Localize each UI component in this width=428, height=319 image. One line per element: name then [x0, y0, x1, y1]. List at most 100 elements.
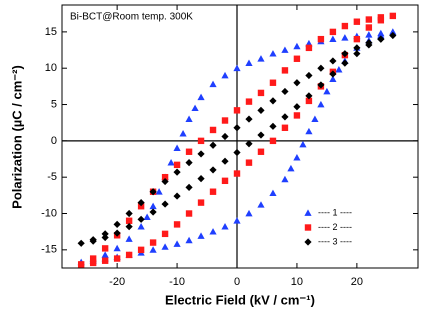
data-point: [305, 44, 313, 52]
data-point: [329, 28, 337, 36]
data-point: [89, 259, 97, 267]
data-point: [341, 59, 349, 67]
data-point: [125, 217, 133, 224]
data-point: [161, 173, 169, 181]
data-point: [389, 12, 397, 20]
data-point: [257, 201, 265, 208]
data-point: [365, 24, 373, 31]
data-point: [167, 159, 175, 166]
data-point: [221, 71, 229, 79]
data-point: [149, 239, 157, 246]
data-point: [341, 50, 349, 58]
legend-marker: [304, 224, 312, 231]
data-point: [353, 50, 361, 58]
data-point: [305, 97, 313, 105]
data-point: [173, 161, 181, 169]
data-point: [299, 140, 307, 148]
y-tick-label: -10: [41, 207, 57, 219]
data-point: [185, 183, 193, 191]
data-point: [143, 213, 151, 221]
data-point: [317, 100, 325, 108]
data-point: [197, 199, 205, 206]
data-point: [389, 28, 397, 35]
data-point: [269, 97, 277, 105]
data-point: [113, 229, 121, 237]
data-point: [221, 177, 229, 185]
data-point: [365, 16, 373, 23]
data-point: [101, 233, 109, 242]
y-tick-label: 0: [51, 135, 57, 147]
data-point: [233, 217, 241, 224]
data-point: [137, 246, 145, 254]
data-point: [209, 188, 217, 195]
data-point: [209, 228, 217, 235]
data-point: [137, 222, 145, 230]
data-point: [185, 159, 193, 167]
data-point: [329, 57, 337, 65]
data-point: [233, 148, 241, 157]
data-point: [113, 255, 121, 262]
data-point: [173, 192, 181, 200]
legend-label: ---- 1 ----: [318, 207, 352, 217]
data-point: [269, 137, 277, 145]
data-point: [269, 122, 277, 130]
data-point: [101, 251, 109, 258]
data-point: [173, 144, 181, 152]
data-point: [317, 64, 325, 72]
data-point: [137, 199, 145, 207]
data-point: [197, 93, 205, 101]
data-point: [329, 75, 337, 82]
data-point: [155, 188, 163, 195]
y-tick-label: -15: [41, 244, 57, 256]
data-point: [149, 202, 157, 210]
data-point: [179, 129, 187, 137]
data-point: [305, 92, 313, 100]
data-point: [377, 31, 385, 39]
y-tick-label: -5: [47, 171, 57, 183]
data-point: [245, 209, 253, 217]
data-point: [341, 34, 349, 41]
data-point: [365, 31, 373, 38]
data-point: [149, 246, 157, 253]
x-tick-label: -20: [109, 276, 125, 288]
data-point: [185, 210, 193, 217]
data-point: [77, 261, 85, 268]
data-point: [197, 175, 205, 183]
data-point: [161, 200, 169, 208]
x-tick-label: 20: [351, 276, 363, 288]
data-point: [293, 55, 301, 62]
data-point: [269, 50, 277, 57]
data-point: [125, 222, 133, 231]
x-axis-title: Electric Field (kV / cm⁻¹): [165, 292, 315, 307]
data-point: [293, 42, 301, 50]
x-tick-label: 10: [291, 276, 303, 288]
data-point: [233, 124, 241, 132]
data-point: [149, 208, 157, 216]
data-point: [257, 106, 265, 114]
data-point: [305, 71, 313, 80]
data-point: [233, 107, 241, 114]
data-point: [221, 222, 229, 230]
data-point: [209, 141, 217, 149]
data-point: [197, 137, 205, 145]
data-point: [281, 175, 289, 183]
data-point: [113, 244, 121, 252]
data-point: [89, 255, 97, 262]
y-tick-label: 5: [51, 98, 57, 110]
data-point: [113, 220, 121, 229]
data-point: [257, 89, 265, 97]
data-point: [221, 132, 229, 141]
data-point: [341, 22, 349, 30]
data-point: [269, 79, 277, 86]
data-point: [161, 243, 169, 250]
data-point: [305, 127, 313, 135]
data-point: [191, 104, 199, 112]
data-point: [389, 31, 397, 40]
data-point: [185, 115, 193, 122]
data-point: [233, 64, 241, 72]
data-point: [125, 209, 133, 218]
data-point: [281, 124, 289, 131]
data-point: [311, 115, 319, 122]
data-point: [137, 203, 145, 210]
data-point: [323, 87, 331, 95]
